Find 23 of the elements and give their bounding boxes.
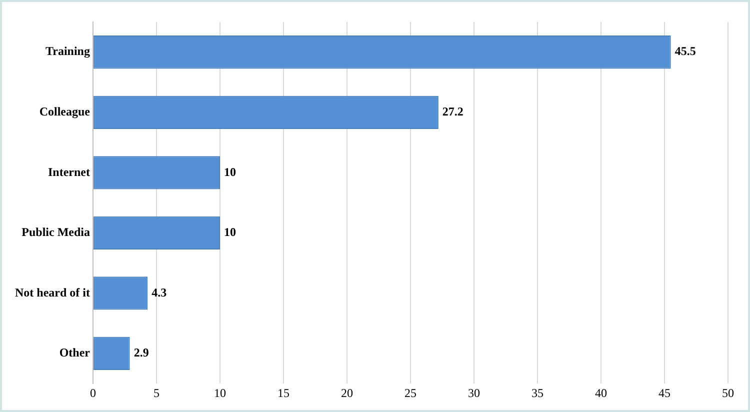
x-tick-label: 35 [531,386,544,400]
y-tick-label: Other [59,346,91,360]
x-tick-label: 30 [468,386,480,400]
x-tick-label: 10 [214,386,226,400]
x-tick-label: 0 [90,386,96,400]
x-tick-label: 40 [595,386,607,400]
x-tick-label: 5 [153,386,160,400]
x-tick-label: 45 [658,386,670,400]
x-tick-label: 15 [277,386,290,400]
data-label: 2.9 [134,346,149,360]
data-label: 45.5 [674,44,696,58]
y-tick-label: Colleague [39,104,91,118]
x-tick-label: 25 [404,386,416,400]
data-label: 4.3 [152,285,167,300]
y-tick-label: Training [46,44,90,58]
data-label: 10 [224,164,236,179]
y-tick-label: Public Media [22,225,90,240]
y-tick-label: Not heard of it [14,285,90,300]
x-tick-label: 50 [722,386,734,400]
y-tick-label: Internet [48,164,90,179]
data-label: 27.2 [442,104,464,118]
data-label: 10 [224,225,236,240]
x-tick-label: 20 [340,386,353,400]
